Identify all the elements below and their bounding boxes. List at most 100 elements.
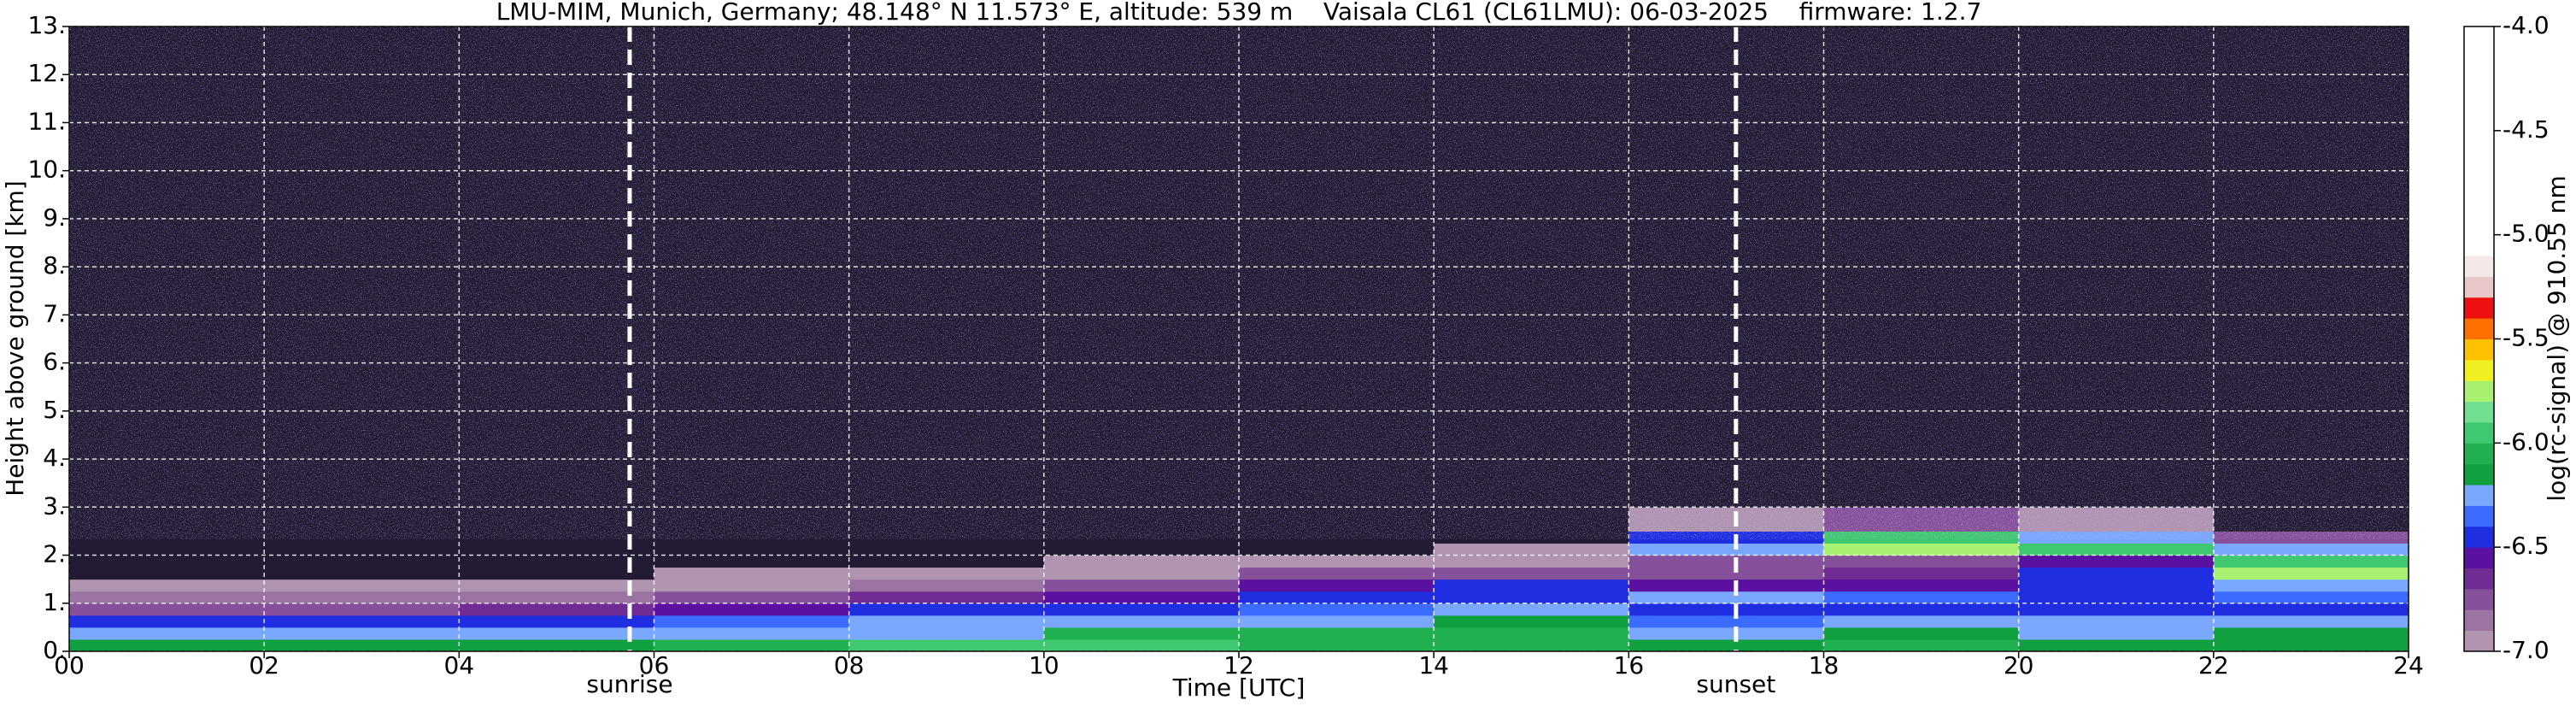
colorbar-segment <box>2464 630 2494 652</box>
heatmap-cell <box>2018 638 2215 651</box>
y-tick-label: 5. <box>43 396 66 424</box>
heatmap-cell <box>1434 638 1629 651</box>
x-tick-label: 16 <box>1614 651 1645 680</box>
heatmap-cell <box>1239 615 1435 628</box>
colorbar-tick-label: -6.5 <box>2503 532 2550 560</box>
heatmap-cell <box>1239 567 1435 580</box>
colorbar-segment <box>2464 256 2494 277</box>
colorbar-segment <box>2464 151 2494 174</box>
colorbar-segment <box>2464 505 2494 527</box>
colorbar-segment <box>2464 380 2494 403</box>
heatmap-cell <box>1628 579 1824 592</box>
heatmap-cell <box>848 543 1045 556</box>
x-tick-label: 22 <box>2198 651 2229 680</box>
heatmap-cell <box>1628 627 1824 640</box>
heatmap-cell <box>264 603 460 616</box>
colorbar-segment <box>2464 609 2494 632</box>
heatmap-cell <box>1043 567 1240 580</box>
x-tick-label: 02 <box>249 651 279 680</box>
x-tick-label: 20 <box>2004 651 2034 680</box>
colorbar-segment <box>2464 68 2494 90</box>
x-tick-label: 06 <box>639 651 670 680</box>
colorbar-tick-label: -7.0 <box>2503 636 2550 664</box>
heatmap-cell <box>69 627 265 640</box>
colorbar-label: log(rc-signal) @ 910.55 nm <box>2543 175 2571 501</box>
colorbar-segment <box>2464 172 2494 194</box>
heatmap-cell <box>69 567 265 580</box>
colorbar-tick-label: -6.0 <box>2503 427 2550 456</box>
colorbar-tick-label: -5.5 <box>2503 324 2550 352</box>
heatmap-cell <box>848 591 1045 604</box>
heatmap-cell <box>654 543 850 556</box>
heatmap-cell <box>264 627 460 640</box>
heatmap-cell <box>459 567 654 580</box>
heatmap-cell <box>69 638 265 651</box>
colorbar-segment <box>2464 130 2494 152</box>
heatmap-cell <box>69 555 265 568</box>
heatmap-cell <box>1823 603 2020 616</box>
colorbar-segment <box>2464 214 2494 236</box>
colorbar-segment <box>2464 26 2494 48</box>
colorbar-segment <box>2464 109 2494 132</box>
x-axis-label: Time [UTC] <box>1172 674 1306 702</box>
heatmap-cell <box>654 615 850 628</box>
heatmap-cell <box>2018 591 2215 604</box>
heatmap-cell <box>264 543 460 556</box>
heatmap-cell <box>1043 555 1240 568</box>
y-tick-label: 9. <box>43 203 66 232</box>
heatmap-cell <box>1043 627 1240 640</box>
heatmap-cell <box>69 579 265 592</box>
heatmap-cell <box>264 638 460 651</box>
heatmap-cell <box>1823 555 2020 568</box>
heatmap-cell <box>459 555 654 568</box>
heatmap-cell <box>1043 579 1240 592</box>
heatmap-cell <box>848 603 1045 616</box>
colorbar-tick-label: -5.0 <box>2503 220 2550 248</box>
heatmap-cell <box>1823 543 2020 556</box>
heatmap-cell <box>654 567 850 580</box>
y-axis-label: Height above ground [km] <box>1 180 29 497</box>
colorbar-segment <box>2464 276 2494 298</box>
event-label: sunset <box>1696 670 1775 698</box>
y-tick-label: 8. <box>43 251 66 279</box>
heatmap-cell <box>1628 591 1824 604</box>
heatmap-cell <box>1239 579 1435 592</box>
y-tick-label: 12. <box>27 59 66 87</box>
heatmap-cell <box>1434 579 1629 592</box>
heatmap-cell <box>848 638 1045 651</box>
heatmap-cell <box>2018 579 2215 592</box>
heatmap-cell <box>1043 591 1240 604</box>
heatmap-cell <box>2018 627 2215 640</box>
heatmap-cell <box>1043 543 1240 556</box>
heatmap-cell <box>1628 615 1824 628</box>
colorbar-segment <box>2464 443 2494 465</box>
x-tick-label: 12 <box>1223 651 1254 680</box>
chart-title: LMU-MIM, Munich, Germany; 48.148° N 11.5… <box>496 0 1982 26</box>
heatmap-cell <box>848 567 1045 580</box>
x-tick-label: 14 <box>1418 651 1449 680</box>
y-tick-label: 11. <box>27 107 66 135</box>
heatmap-cell <box>654 603 850 616</box>
x-tick-label: 24 <box>2393 651 2424 680</box>
heatmap-cell <box>1043 615 1240 628</box>
colorbar-segment <box>2464 338 2494 361</box>
heatmap-cell <box>654 555 850 568</box>
heatmap-cell <box>654 638 850 651</box>
heatmap-cell <box>2018 567 2215 580</box>
heatmap-cell <box>69 603 265 616</box>
heatmap-cell <box>1823 567 2020 580</box>
heatmap-cell <box>654 627 850 640</box>
heatmap-cell <box>2213 543 2409 556</box>
x-tick-label: 04 <box>444 651 475 680</box>
colorbar-segment <box>2464 421 2494 444</box>
colorbar-tick-label: -4.5 <box>2503 115 2550 144</box>
heatmap-cell <box>459 543 654 556</box>
heatmap-cell <box>264 579 460 592</box>
heatmap-cell <box>264 615 460 628</box>
heatmap-cell <box>1823 627 2020 640</box>
heatmap-cell <box>2018 603 2215 616</box>
heatmap-cell <box>264 567 460 580</box>
heatmap-cell <box>69 543 265 556</box>
heatmap-cell <box>1434 543 1629 556</box>
